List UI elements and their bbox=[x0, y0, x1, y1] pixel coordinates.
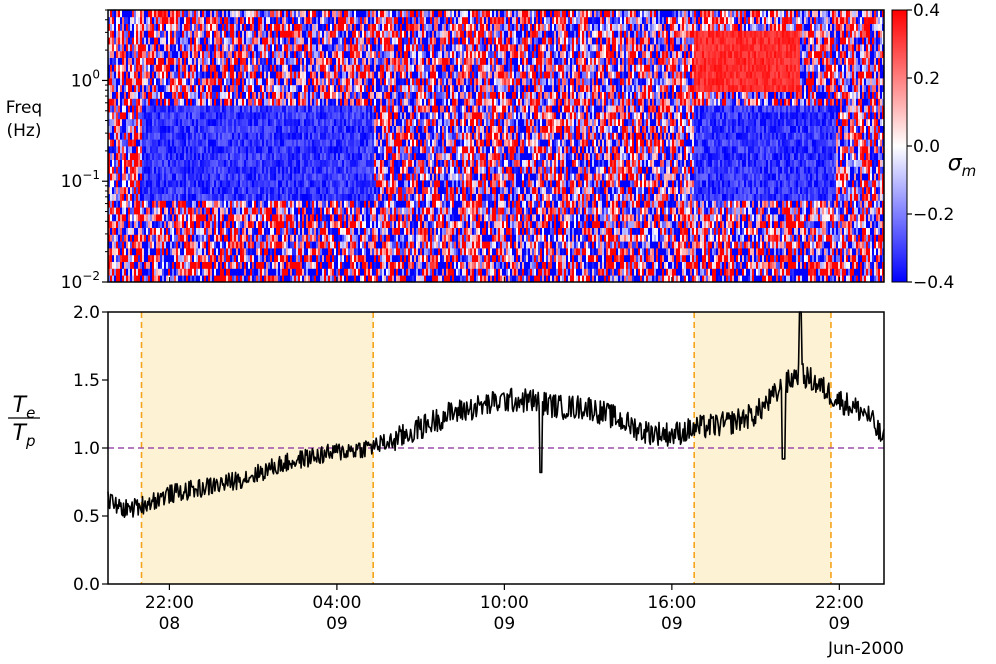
temperature-ratio-panel: 0.00.51.01.52.0 22:000804:000910:000916:… bbox=[8, 277, 904, 659]
heatmap-y-ticks: 10−2 10−1 100 bbox=[61, 9, 108, 293]
heatmap-y-tick-label: 10−2 bbox=[61, 269, 100, 293]
heatmap-y-tick-label: 100 bbox=[71, 67, 100, 91]
heatmap-frame bbox=[107, 9, 885, 283]
heatmap-y-label-line1: Freq bbox=[6, 98, 42, 118]
x-tick-time-label: 22:00 bbox=[145, 593, 194, 613]
x-tick-time-label: 22:00 bbox=[815, 593, 864, 613]
line-y-tick-label: 0.0 bbox=[73, 575, 100, 595]
x-tick-day-label: 08 bbox=[159, 614, 181, 634]
colorbar-tick-label: −0.2 bbox=[913, 205, 954, 225]
x-tick-time-label: 10:00 bbox=[480, 593, 529, 613]
te-tp-series-line bbox=[107, 311, 885, 519]
line-y-tick-label: 2.0 bbox=[73, 303, 100, 323]
colorbar: 0.4 0.2 0.0 −0.2 −0.4 σm bbox=[891, 1, 977, 293]
sigma-m-heatmap bbox=[108, 10, 885, 283]
x-tick-time-label: 04:00 bbox=[312, 593, 361, 613]
line-y-tick-label: 0.5 bbox=[73, 507, 100, 527]
x-tick-day-label: 09 bbox=[326, 614, 348, 634]
sigma-m-spectrogram-panel: 10−2 10−1 100 Freq (Hz) bbox=[6, 9, 885, 293]
x-month-label: Jun-2000 bbox=[827, 639, 904, 659]
colorbar-tick-label: 0.4 bbox=[913, 1, 940, 21]
x-tick-day-label: 09 bbox=[494, 614, 516, 634]
line-y-label: Te Tp bbox=[8, 393, 40, 450]
heatmap-y-label-line2: (Hz) bbox=[7, 121, 42, 141]
colorbar-ticks: 0.4 0.2 0.0 −0.2 −0.4 bbox=[907, 1, 954, 293]
x-tick-day-label: 09 bbox=[661, 614, 683, 634]
colorbar-tick-label: −0.4 bbox=[913, 273, 954, 293]
line-y-ticks: 0.0 0.5 1.0 1.5 2.0 bbox=[73, 303, 108, 595]
colorbar-gradient bbox=[891, 9, 908, 283]
colorbar-tick-label: 0.2 bbox=[913, 69, 940, 89]
x-tick-time-label: 16:00 bbox=[647, 593, 696, 613]
line-y-tick-label: 1.5 bbox=[73, 371, 100, 391]
shaded-intervals bbox=[140, 312, 832, 584]
colorbar-label: σm bbox=[948, 151, 977, 180]
x-tick-day-label: 09 bbox=[829, 614, 851, 634]
colorbar-tick-label: 0.0 bbox=[913, 137, 940, 157]
heatmap-y-tick-label: 10−1 bbox=[61, 168, 100, 192]
line-y-tick-label: 1.0 bbox=[73, 439, 100, 459]
